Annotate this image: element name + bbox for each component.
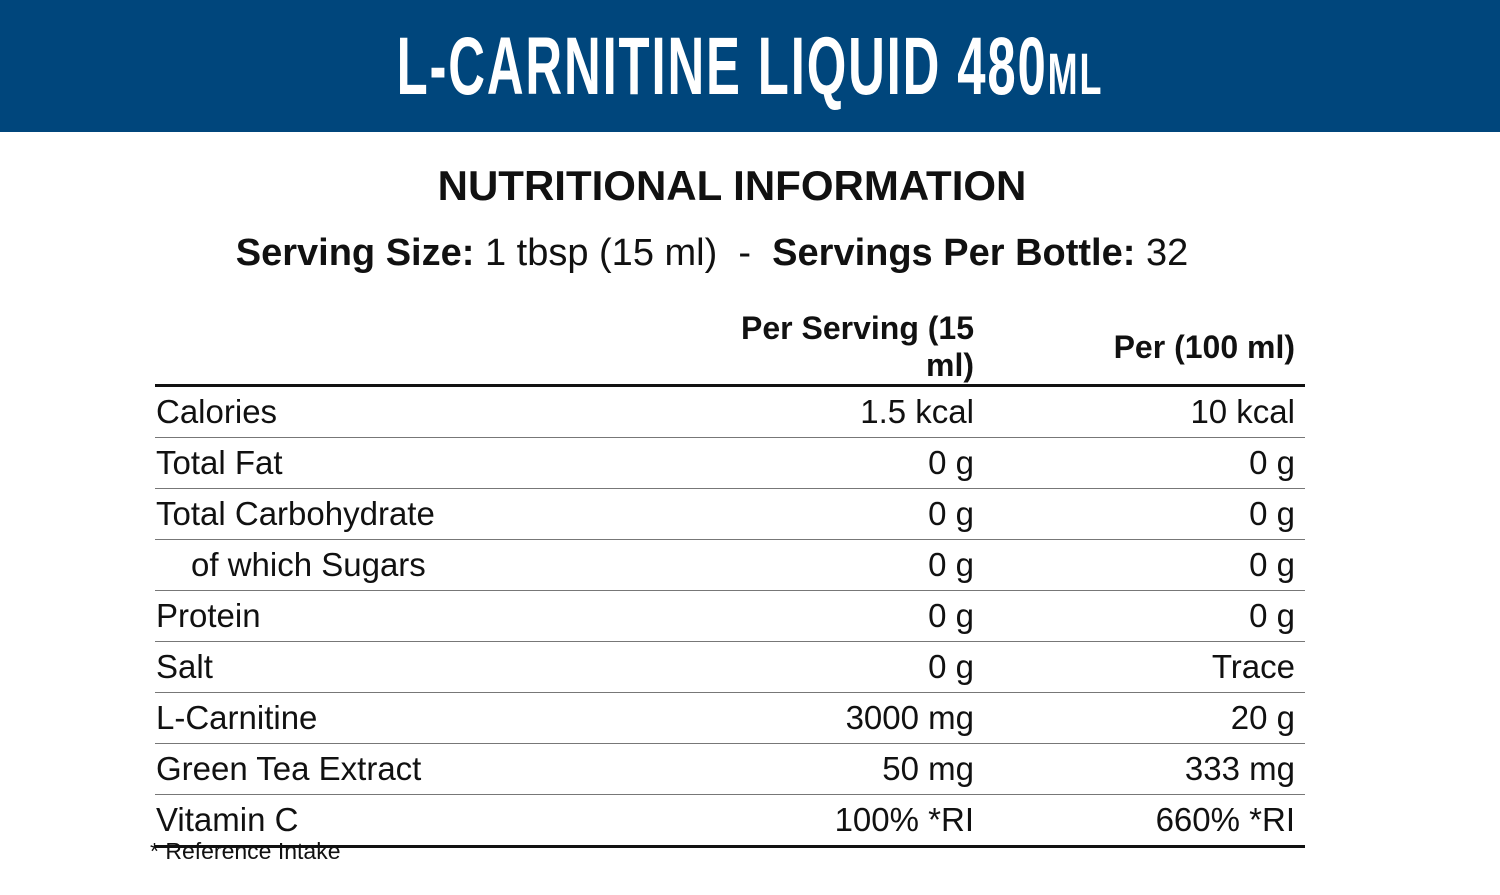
nutrient-name: Total Carbohydrate — [155, 488, 685, 540]
nutrient-name: L-Carnitine — [155, 692, 685, 744]
nutrition-table: Per Serving (15 ml) Per (100 ml) Calorie… — [155, 310, 1305, 848]
serving-info: Serving Size: 1 tbsp (15 ml) - Servings … — [0, 232, 1462, 275]
per-100ml-value: 20 g — [984, 692, 1305, 744]
per-serving-value: 0 g — [685, 437, 984, 489]
per-serving-value: 3000 mg — [685, 692, 984, 744]
section-heading: NUTRITIONAL INFORMATION — [437, 162, 1027, 209]
nutrient-name: Green Tea Extract — [155, 743, 685, 795]
per-serving-value: 0 g — [685, 488, 984, 540]
per-serving-value: 0 g — [685, 539, 984, 591]
serving-size-value: 1 tbsp (15 ml) — [484, 232, 718, 274]
per-serving-value: 0 g — [685, 641, 984, 693]
per-100ml-value: Trace — [984, 641, 1305, 693]
per-100ml-value: 660% *RI — [984, 794, 1305, 848]
column-header-per-serving: Per Serving (15 ml) — [685, 310, 984, 387]
per-100ml-value: 10 kcal — [984, 385, 1305, 438]
per-serving-value: 1.5 kcal — [685, 385, 984, 438]
title-banner: L-CARNITINE LIQUID 480ML — [0, 0, 1500, 132]
per-100ml-value: 333 mg — [984, 743, 1305, 795]
nutrient-name: of which Sugars — [155, 539, 685, 591]
table-header-row: Per Serving (15 ml) Per (100 ml) — [155, 310, 1305, 387]
nutrient-name: Total Fat — [155, 437, 685, 489]
footnote: * Reference Intake — [150, 838, 341, 864]
separator: - — [738, 232, 752, 274]
column-header-nutrient — [155, 310, 685, 387]
nutrient-name: Protein — [155, 590, 685, 642]
nutrient-name: Calories — [155, 385, 685, 438]
per-100ml-value: 0 g — [984, 539, 1305, 591]
nutrient-name: Salt — [155, 641, 685, 693]
per-100ml-value: 0 g — [984, 437, 1305, 489]
table-row: L-Carnitine 3000 mg 20 g — [155, 692, 1305, 744]
per-100ml-value: 0 g — [984, 590, 1305, 642]
per-serving-value: 50 mg — [685, 743, 984, 795]
table-row: Vitamin C 100% *RI 660% *RI — [155, 794, 1305, 848]
table-row: Calories 1.5 kcal 10 kcal — [155, 385, 1305, 438]
table-row: Salt 0 g Trace — [155, 641, 1305, 693]
servings-per-bottle-value: 32 — [1145, 232, 1189, 274]
serving-size-label: Serving Size: — [235, 232, 475, 274]
per-serving-value: 0 g — [685, 590, 984, 642]
servings-per-bottle-label: Servings Per Bottle: — [772, 232, 1136, 274]
table-row: Green Tea Extract 50 mg 333 mg — [155, 743, 1305, 795]
per-100ml-value: 0 g — [984, 488, 1305, 540]
column-header-per-100ml: Per (100 ml) — [984, 310, 1305, 387]
per-serving-value: 100% *RI — [685, 794, 984, 848]
product-title: L-CARNITINE LIQUID 480ML — [396, 21, 1104, 112]
nutrient-name: Vitamin C — [155, 794, 685, 848]
